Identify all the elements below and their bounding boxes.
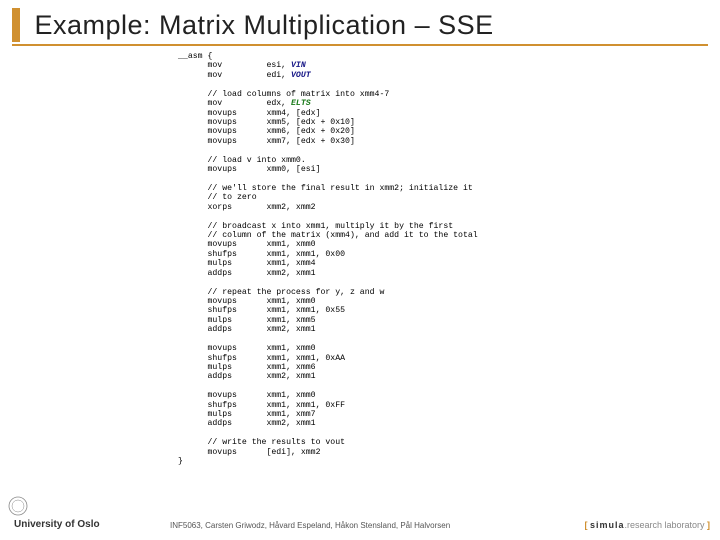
code-line: // column of the matrix (xmm4), and add … — [178, 231, 478, 240]
code-line: mulps xmm1, xmm6 — [178, 363, 316, 372]
code-line: // load v into xmm0. — [178, 156, 306, 165]
code-line: shufps xmm1, xmm1, 0x55 — [178, 306, 345, 315]
code-line: movups xmm1, xmm0 — [178, 344, 316, 353]
code-line: mulps xmm1, xmm4 — [178, 259, 316, 268]
code-line: addps xmm2, xmm1 — [178, 269, 316, 278]
code-line: // load columns of matrix into xmm4-7 — [178, 90, 389, 99]
title-bar: Example: Matrix Multiplication – SSE — [12, 8, 708, 46]
code-block: __asm { mov esi, VIN mov edi, VOUT // lo… — [178, 52, 708, 467]
code-line: mulps xmm1, xmm5 — [178, 316, 316, 325]
code-line: movups xmm1, xmm0 — [178, 240, 316, 249]
code-line: movups xmm5, [edx + 0x10] — [178, 118, 355, 127]
code-line: movups xmm7, [edx + 0x30] — [178, 137, 355, 146]
university-seal-icon — [8, 496, 28, 516]
code-line: // repeat the process for y, z and w — [178, 288, 384, 297]
code-line: shufps xmm1, xmm1, 0xFF — [178, 401, 345, 410]
code-line: shufps xmm1, xmm1, 0xAA — [178, 354, 345, 363]
footer-university: University of Oslo — [14, 519, 100, 530]
code-line: __asm { — [178, 52, 212, 61]
code-line: // broadcast x into xmm1, multiply it by… — [178, 222, 453, 231]
code-line: } — [178, 457, 183, 466]
code-line: movups xmm4, [edx] — [178, 109, 321, 118]
macro-vout: VOUT — [291, 71, 311, 80]
code-line: shufps xmm1, xmm1, 0x00 — [178, 250, 345, 259]
macro-elts: ELTS — [291, 99, 311, 108]
code-line: movups xmm1, xmm0 — [178, 297, 316, 306]
code-line: movups xmm1, xmm0 — [178, 391, 316, 400]
code-line: // we'll store the final result in xmm2;… — [178, 184, 473, 193]
footer-lab: [ simula.research laboratory ] — [584, 520, 710, 530]
macro-vin: VIN — [291, 61, 306, 70]
code-line: addps xmm2, xmm1 — [178, 372, 316, 381]
simula-text: simula — [590, 520, 625, 530]
code-line: mov esi, — [178, 61, 291, 70]
code-line: movups [edi], xmm2 — [178, 448, 321, 457]
code-line: movups xmm6, [edx + 0x20] — [178, 127, 355, 136]
title-accent — [12, 8, 20, 42]
code-line: mulps xmm1, xmm7 — [178, 410, 316, 419]
code-line: // to zero — [178, 193, 257, 202]
slide-title: Example: Matrix Multiplication – SSE — [34, 10, 493, 41]
footer-authors: INF5063, Carsten Griwodz, Håvard Espelan… — [170, 521, 450, 530]
bracket-close: ] — [705, 520, 711, 530]
code-line: addps xmm2, xmm1 — [178, 419, 316, 428]
code-line: mov edi, — [178, 71, 291, 80]
code-line: xorps xmm2, xmm2 — [178, 203, 316, 212]
code-line: // write the results to vout — [178, 438, 345, 447]
code-line: movups xmm0, [esi] — [178, 165, 321, 174]
footer: University of Oslo INF5063, Carsten Griw… — [0, 510, 720, 534]
lab-text: .research laboratory — [624, 520, 704, 530]
code-line: addps xmm2, xmm1 — [178, 325, 316, 334]
title-underline — [12, 44, 708, 46]
code-line: mov edx, — [178, 99, 291, 108]
slide: Example: Matrix Multiplication – SSE __a… — [0, 0, 720, 540]
